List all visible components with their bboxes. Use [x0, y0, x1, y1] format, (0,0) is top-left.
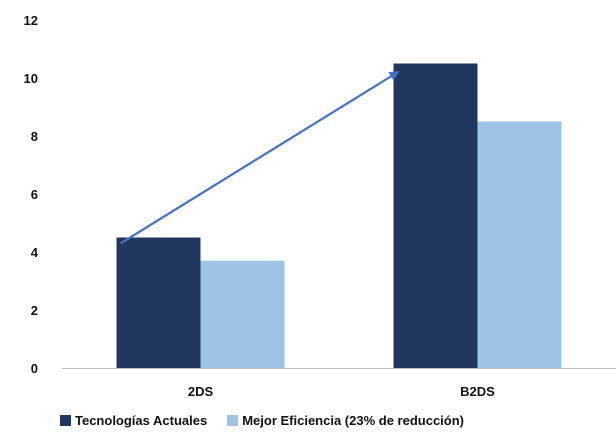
y-tick-label: 12: [24, 13, 38, 28]
y-axis: 0 2 4 6 8 10 12: [24, 13, 39, 376]
y-tick-label: 6: [31, 187, 38, 202]
bar-2DS-series-2: [201, 261, 285, 368]
x-axis: 2DS B2DS: [62, 369, 616, 400]
trend-arrow: [121, 72, 398, 243]
x-category-label: B2DS: [460, 384, 495, 399]
legend-swatch-series-1: [60, 415, 71, 426]
bar-2DS-series-1: [117, 238, 201, 369]
legend-label-series-1: Tecnologías Actuales: [75, 413, 207, 428]
y-tick-label: 4: [31, 245, 39, 260]
y-tick-label: 10: [24, 71, 38, 86]
legend-swatch-series-2: [227, 415, 238, 426]
legend-label-series-2: Mejor Eficiencia (23% de reducción): [242, 413, 464, 428]
y-tick-label: 0: [31, 361, 38, 376]
y-tick-label: 2: [31, 303, 38, 318]
bar-B2DS-series-1: [394, 64, 478, 369]
x-category-label: 2DS: [188, 384, 214, 399]
legend-item-series-2: Mejor Eficiencia (23% de reducción): [227, 413, 464, 428]
legend: Tecnologías Actuales Mejor Eficiencia (2…: [60, 412, 484, 429]
y-tick-label: 8: [31, 129, 38, 144]
annotations: [121, 72, 398, 243]
legend-item-series-1: Tecnologías Actuales: [60, 413, 207, 428]
bar-B2DS-series-2: [478, 122, 562, 369]
